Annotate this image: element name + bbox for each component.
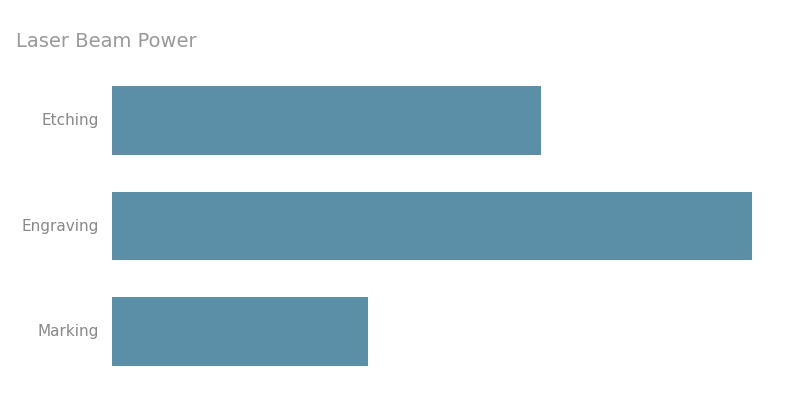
- Text: Engraving: Engraving: [22, 218, 99, 234]
- Text: Etching: Etching: [42, 113, 99, 128]
- Text: Laser Beam Power: Laser Beam Power: [16, 32, 197, 51]
- Text: Marking: Marking: [38, 324, 99, 339]
- Bar: [112, 192, 752, 260]
- Bar: [112, 86, 541, 155]
- Bar: [112, 297, 368, 366]
